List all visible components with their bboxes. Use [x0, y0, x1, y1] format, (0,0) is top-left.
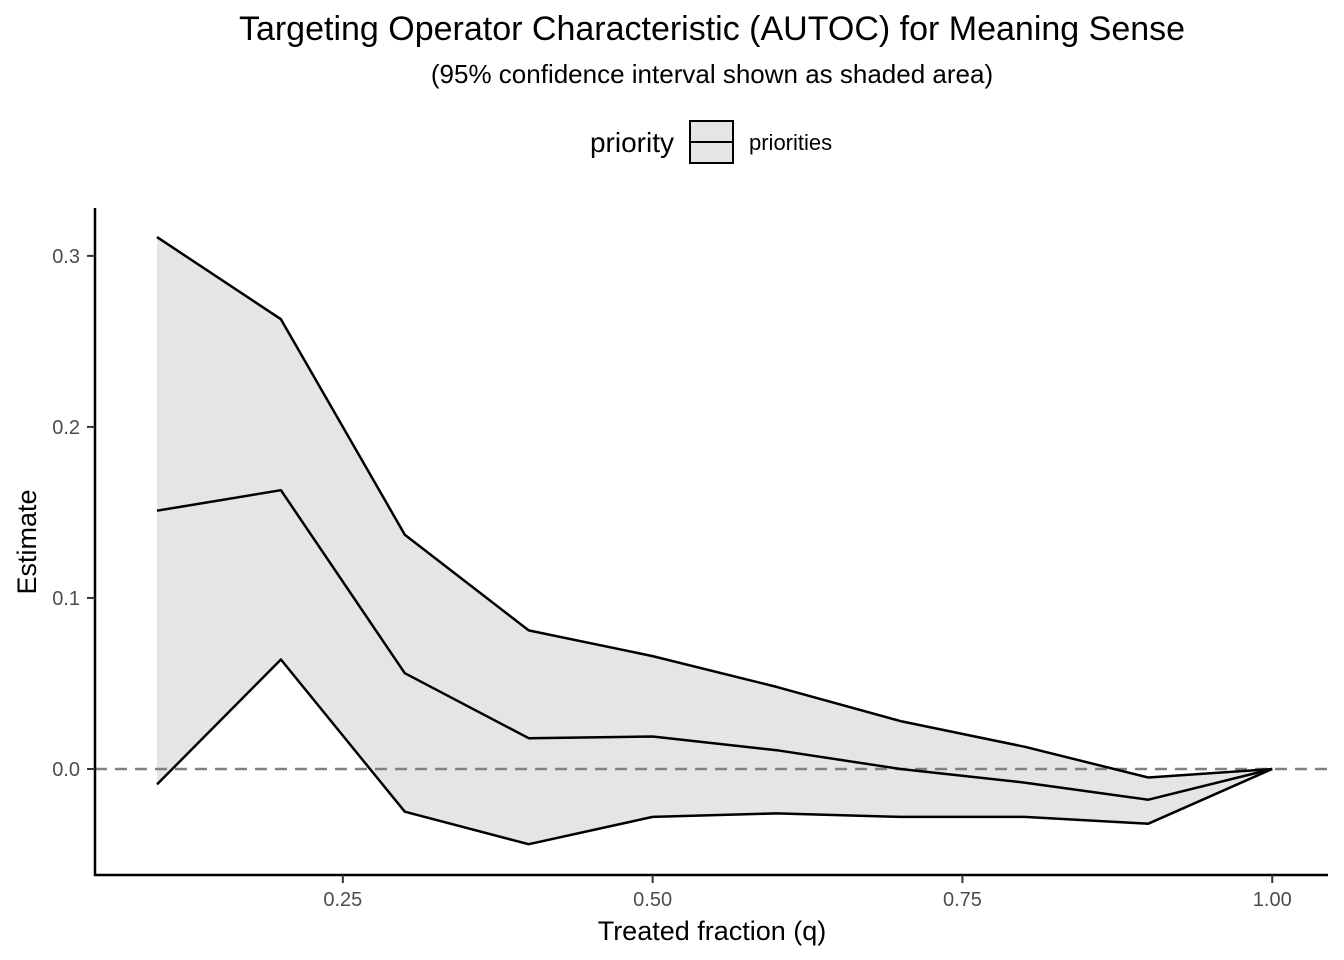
- chart-title: Targeting Operator Characteristic (AUTOC…: [239, 10, 1185, 48]
- axes: 0.25 0.50 0.75 1.00 0.0 0.1 0.2 0.3: [52, 208, 1328, 911]
- chart-subtitle: (95% confidence interval shown as shaded…: [431, 59, 993, 89]
- x-tick-label: 0.75: [943, 889, 982, 911]
- lower-ci-line: [156, 658, 1273, 846]
- y-tick-label: 0.0: [52, 759, 80, 781]
- x-tick-label: 0.25: [323, 889, 362, 911]
- y-tick-label: 0.2: [52, 417, 80, 439]
- x-tick-label: 0.50: [633, 889, 672, 911]
- x-tick-label: 1.00: [1253, 889, 1292, 911]
- legend-label: priorities: [749, 130, 832, 155]
- confidence-ribbon: [157, 237, 1273, 845]
- legend-title: priority: [590, 127, 674, 158]
- plot-area: [95, 236, 1328, 846]
- y-axis-title: Estimate: [12, 489, 42, 594]
- estimate-line: [156, 488, 1273, 801]
- x-axis-title: Treated fraction (q): [598, 916, 827, 946]
- legend: priority priorities: [590, 120, 832, 164]
- y-tick-label: 0.3: [52, 246, 80, 268]
- y-tick-label: 0.1: [52, 588, 80, 610]
- upper-ci-line: [156, 236, 1273, 779]
